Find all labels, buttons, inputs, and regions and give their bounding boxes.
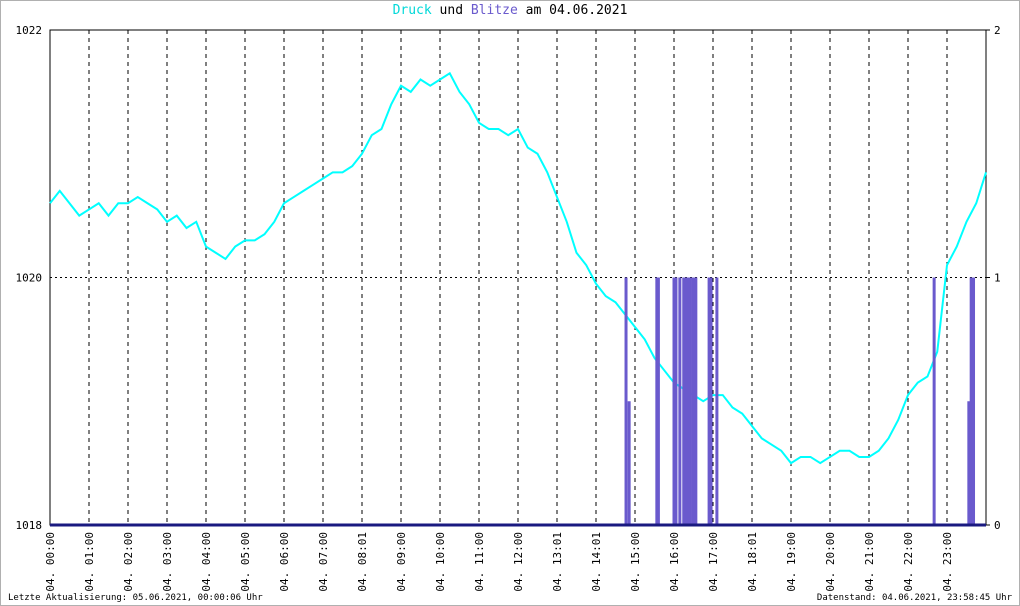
x-tick-label: 04. 15:00 [629,532,642,592]
title-druck: Druck [393,3,432,18]
lightning-bar [932,277,936,525]
x-tick-label: 04. 20:00 [824,532,837,592]
lightning-bar [694,277,698,525]
chart-title: Druck und Blitze am 04.06.2021 [393,3,628,18]
lightning-bar [972,277,976,525]
footer-left: Letzte Aktualisierung: 05.06.2021, 00:00… [8,593,263,603]
title-blitze: Blitze [471,3,518,18]
x-tick-label: 04. 13:01 [551,532,564,592]
x-tick-label: 04. 16:00 [668,532,681,592]
x-tick-label: 04. 10:00 [434,532,447,592]
x-tick-label: 04. 14:01 [590,532,603,592]
x-tick-label: 04. 18:01 [746,532,759,592]
x-tick-label: 04. 03:00 [161,532,174,592]
x-tick-label: 04. 21:00 [863,532,876,592]
title-und: und [440,3,463,18]
lightning-bar [715,277,719,525]
lightning-bar [672,277,676,525]
lightning-bar [655,277,659,525]
y2-tick-label: 1 [994,272,1001,285]
y-tick-label: 1018 [16,519,43,532]
lightning-bar [627,401,631,525]
y2-tick-label: 2 [994,24,1001,37]
x-tick-label: 04. 23:00 [941,532,954,592]
x-tick-label: 04. 12:00 [512,532,525,592]
lightning-bar [684,277,688,525]
x-tick-label: 04. 09:00 [395,532,408,592]
x-tick-label: 04. 02:00 [122,532,135,592]
x-tick-label: 04. 08:01 [356,532,369,592]
x-tick-label: 04. 04:00 [200,532,213,592]
lightning-bar [656,277,660,525]
x-tick-label: 04. 11:00 [473,532,486,592]
x-tick-label: 04. 07:00 [317,532,330,592]
y-tick-label: 1022 [16,24,43,37]
lightning-bar [678,277,682,525]
lightning-bar [688,277,692,525]
x-tick-label: 04. 22:00 [902,532,915,592]
lightning-bar [624,277,628,525]
lightning-bar [686,277,690,525]
x-tick-label: 04. 19:00 [785,532,798,592]
lightning-bar [674,277,678,525]
x-tick-label: 04. 06:00 [278,532,291,592]
lightning-bar [967,401,971,525]
x-tick-label: 04. 01:00 [83,532,96,592]
y2-tick-label: 0 [994,519,1001,532]
x-tick-label: 04. 00:00 [44,532,57,592]
footer-right: Datenstand: 04.06.2021, 23:58:45 Uhr [817,593,1013,603]
lightning-bar [691,277,695,525]
lightning-bar [707,277,711,525]
x-tick-label: 04. 05:00 [239,532,252,592]
pressure-line [49,71,987,465]
lightning-bar [969,277,973,525]
title-date: am 04.06.2021 [526,3,628,18]
lightning-bar [709,277,713,525]
y-tick-label: 1020 [16,272,43,285]
x-tick-label: 04. 17:00 [707,532,720,592]
lightning-bar [682,277,686,525]
